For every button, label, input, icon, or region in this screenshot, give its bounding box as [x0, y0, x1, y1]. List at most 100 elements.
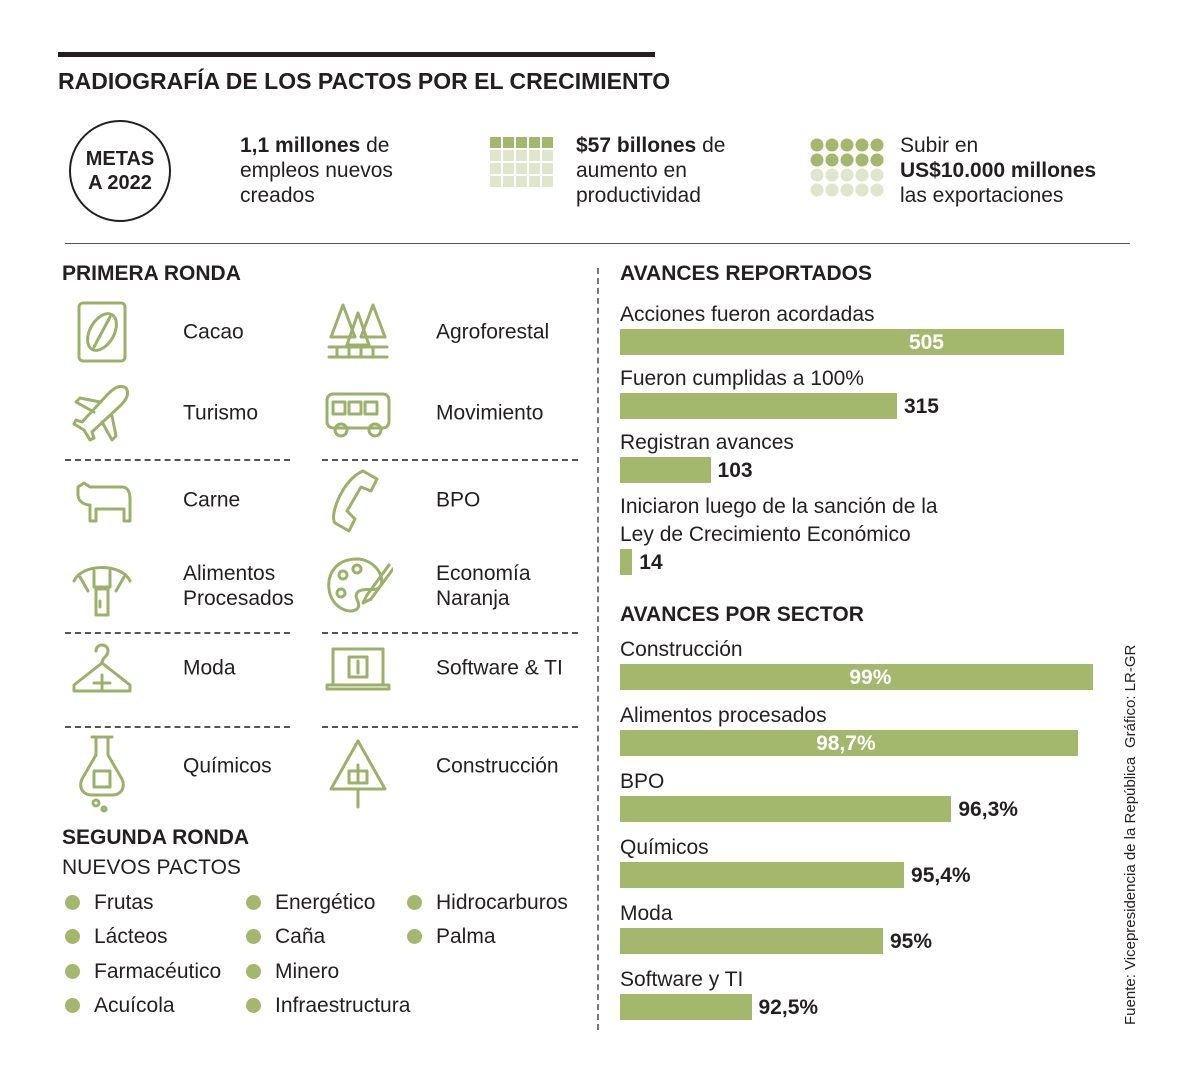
separator [65, 459, 290, 461]
sector: BPO [323, 465, 573, 535]
icon [327, 303, 389, 359]
bar-group: Químicos 95,4% [620, 834, 971, 888]
value-label: 99% [849, 666, 892, 689]
bar [620, 664, 1094, 690]
category-label: Registran avances [620, 431, 794, 454]
sector-label: Economía Naranja [436, 562, 531, 610]
separator [65, 632, 290, 634]
sector-label: Agroforestal [436, 320, 550, 344]
category-label: Químicos [620, 836, 709, 859]
sector: Agroforestal [323, 297, 573, 367]
divider [597, 268, 599, 1030]
separator [65, 726, 290, 728]
bar-row: 98,7% [620, 730, 1078, 756]
value-label: 103 [717, 459, 753, 482]
value-label: 92,5% [758, 996, 819, 1019]
bar [620, 862, 905, 888]
section-subtitle: NUEVOS PACTOS [62, 856, 241, 879]
category-label: Alimentos procesados [620, 704, 827, 727]
icon [76, 481, 132, 523]
goal-text: las exportaciones [900, 184, 1064, 207]
chart: AVANCES REPORTADOS Acciones fueron acorda… [620, 260, 1064, 585]
separator [322, 632, 578, 634]
pact: Acuícola [64, 994, 175, 1018]
pact: Energético [245, 891, 375, 915]
section-title: SEGUNDA RONDA [62, 826, 250, 849]
bar-group: Fueron cumplidas a 100% 315 [620, 365, 950, 419]
bar-group: Acciones fueron acordadas 505 [620, 301, 1064, 355]
separator [322, 726, 578, 728]
goal-text: de empleos nuevos creados [240, 134, 393, 207]
sector-label: Software & TI [436, 656, 563, 680]
category-label: Construcción [620, 638, 743, 661]
sector-label: Construcción [436, 754, 559, 778]
icon [72, 384, 130, 442]
icon [325, 392, 391, 438]
sector: Construcción [323, 731, 573, 813]
pact: Lácteos [64, 925, 168, 949]
bar-group: Construcción 99% [620, 636, 1094, 690]
bar-group: BPO 96,3% [620, 768, 1018, 822]
pact: Frutas [64, 891, 154, 915]
badge-text: METAS A 2022 [85, 148, 155, 194]
value-label: 98,7% [816, 732, 876, 755]
icon [77, 301, 127, 363]
pact: Minero [245, 960, 339, 984]
pact: Palma [406, 925, 496, 949]
category-label: Acciones fueron acordadas [620, 303, 875, 326]
bar [620, 329, 1064, 355]
bar [620, 393, 897, 419]
sector: Turismo [70, 378, 320, 448]
sector-label: Alimentos Procesados [183, 562, 294, 610]
icon [79, 735, 125, 813]
sector-label: Moda [183, 656, 236, 680]
bar-row: 14 [620, 549, 950, 575]
goal-text: de aumento en productividad [576, 134, 726, 207]
bar [620, 549, 633, 575]
chart-title: AVANCES REPORTADOS [620, 262, 873, 285]
goal-text: Subir en [900, 134, 979, 157]
section-title: PRIMERA RONDA [62, 262, 241, 285]
sector: Movimiento [323, 378, 573, 448]
sector: Carne [70, 465, 320, 535]
title-rule [58, 52, 655, 57]
bar [620, 730, 1078, 756]
sector-label: Carne [183, 488, 241, 512]
bar-row: 99% [620, 664, 1094, 690]
bar-row: 92,5% [620, 994, 950, 1020]
sector: Economía Naranja [323, 551, 573, 621]
sector: Alimentos Procesados [70, 551, 320, 621]
goal: 1,1 millones de empleos nuevos creados [240, 133, 440, 208]
bar-row: 103 [620, 457, 950, 483]
goal-figure: 1,1 millones [240, 134, 361, 157]
icon [72, 566, 132, 617]
bar [620, 796, 952, 822]
sector-label: Químicos [183, 754, 272, 778]
pact: Caña [245, 925, 325, 949]
icon [72, 643, 132, 693]
bar-row: 95,4% [620, 862, 971, 888]
sector-label: BPO [436, 488, 481, 512]
bar [620, 994, 752, 1020]
icon [329, 739, 387, 809]
bar-group: Registran avances 103 [620, 429, 950, 483]
source: Fuente: Vicepresidencia de la República [1122, 756, 1139, 1025]
divider [65, 243, 1130, 244]
bar-group: Alimentos procesados 98,7% [620, 702, 1078, 756]
sector: Software & TI [323, 633, 573, 703]
goal-figure: $57 billones [576, 134, 697, 157]
chart: AVANCES POR SECTOR Construcción 99% Aliment… [620, 601, 1094, 1032]
bar [620, 457, 711, 483]
sector-label: Turismo [183, 401, 259, 425]
chart-title: AVANCES POR SECTOR [620, 603, 864, 626]
goal-figure: US$10.000 millones [900, 159, 1097, 182]
bar [620, 928, 883, 954]
graphic-credit: Gráfico: LR-GR [1122, 645, 1139, 749]
icon [327, 557, 393, 613]
bar-row: 315 [620, 393, 950, 419]
bar-group: Software y TI 92,5% [620, 966, 950, 1020]
sector: Cacao [70, 297, 320, 367]
sector: Moda [70, 633, 320, 703]
category-label: Software y TI [620, 968, 744, 991]
icon [332, 469, 379, 533]
